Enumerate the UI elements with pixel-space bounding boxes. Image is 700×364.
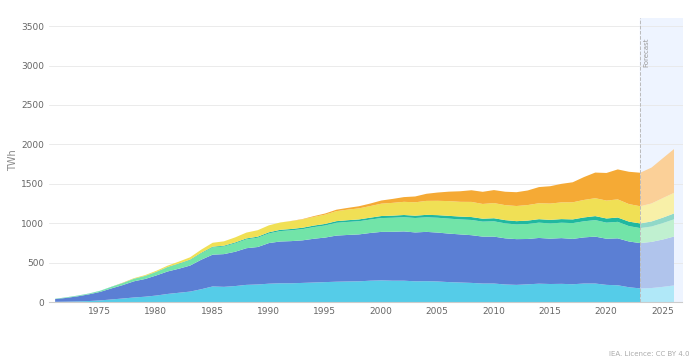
Legend: European Union, United States, Other, India, Other Asia, China: European Union, United States, Other, In… [146, 362, 484, 364]
Text: Forecast: Forecast [643, 38, 649, 67]
Y-axis label: TWh: TWh [8, 149, 18, 171]
Text: IEA. Licence: CC BY 4.0: IEA. Licence: CC BY 4.0 [609, 351, 690, 357]
Bar [640, 18, 682, 302]
